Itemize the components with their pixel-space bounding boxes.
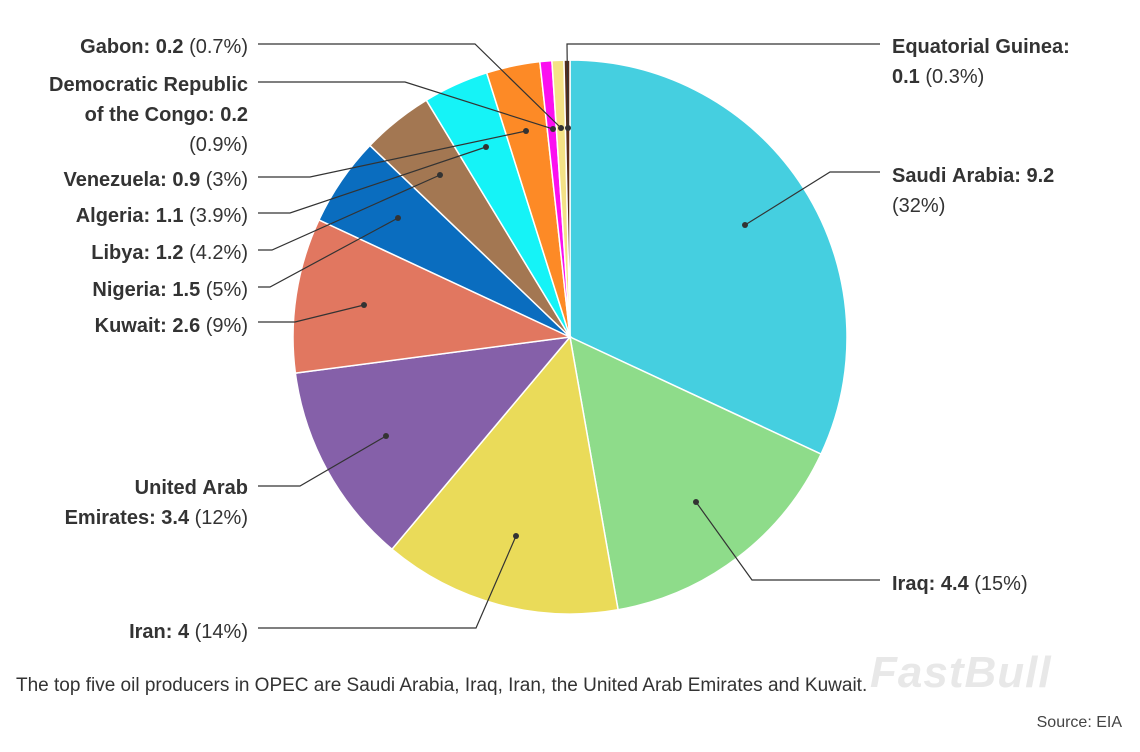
leader-line-nigeria bbox=[258, 217, 399, 288]
leader-line-united-arab-emirates bbox=[258, 435, 387, 487]
leader-dot-iran bbox=[513, 533, 519, 539]
slice-label-part: (0.7%) bbox=[184, 36, 248, 58]
slice-label-part: (3%) bbox=[200, 169, 248, 191]
slice-label-part: Nigeria: 1.5 bbox=[92, 279, 200, 301]
slice-label-part: Iran: 4 bbox=[129, 621, 190, 643]
leader-dot-nigeria bbox=[395, 215, 401, 221]
slice-label-united-arab-emirates: United Arab Emirates: 3.4 (12%) bbox=[65, 477, 248, 529]
leader-dot-saudi-arabia bbox=[742, 222, 748, 228]
leader-line-democratic-republic-of-the-congo bbox=[258, 81, 554, 130]
slice-label-part: Emirates: 3.4 bbox=[65, 507, 190, 529]
slice-label-libya: Libya: 1.2 (4.2%) bbox=[91, 242, 248, 264]
slice-label-part: Democratic Republic bbox=[49, 74, 248, 96]
slice-label-part: (15%) bbox=[969, 573, 1028, 595]
leader-line-kuwait bbox=[258, 304, 365, 323]
watermark-logo: FastBull bbox=[870, 648, 1052, 697]
leader-dot-iraq bbox=[693, 499, 699, 505]
slice-label-iran: Iran: 4 (14%) bbox=[129, 621, 248, 643]
leader-line-equatorial-guinea bbox=[566, 43, 880, 129]
leader-dot-democratic-republic-of-the-congo bbox=[550, 126, 556, 132]
slice-label-democratic-republic-of-the-congo: Democratic Republic of the Congo: 0.2 (0.9… bbox=[49, 74, 248, 156]
slice-label-kuwait: Kuwait: 2.6 (9%) bbox=[95, 315, 248, 337]
leader-dot-libya bbox=[437, 172, 443, 178]
leader-line-libya bbox=[258, 174, 441, 251]
slice-label-part: Iraq: 4.4 bbox=[892, 573, 970, 595]
slice-label-part: United Arab bbox=[135, 477, 248, 499]
pie-slice-iran bbox=[390, 335, 619, 615]
leader-line-venezuela bbox=[258, 130, 527, 178]
slice-label-part: of the Congo: 0.2 bbox=[85, 104, 248, 126]
source-note: Source: EIA bbox=[1036, 714, 1122, 731]
slice-label-part: Equatorial Guinea: bbox=[892, 36, 1070, 58]
slice-label-saudi-arabia: Saudi Arabia: 9.2 (32%) bbox=[892, 165, 1054, 217]
slice-label-venezuela: Venezuela: 0.9 (3%) bbox=[63, 169, 248, 191]
slice-label-part: Venezuela: 0.9 bbox=[63, 169, 200, 191]
slice-label-part: (4.2%) bbox=[184, 242, 248, 264]
leader-line-algeria bbox=[258, 146, 487, 214]
pie-slice-kuwait bbox=[292, 218, 573, 374]
slice-label-part: Algeria: 1.1 bbox=[76, 205, 184, 227]
slice-label-nigeria: Nigeria: 1.5 (5%) bbox=[92, 279, 248, 301]
slice-label-part: (3.9%) bbox=[184, 205, 248, 227]
slice-label-part: (32%) bbox=[892, 195, 945, 217]
leader-dot-equatorial-guinea bbox=[565, 125, 571, 131]
chart-caption: The top five oil producers in OPEC are S… bbox=[16, 675, 868, 696]
slice-label-gabon: Gabon: 0.2 (0.7%) bbox=[80, 36, 248, 58]
slice-label-part: Gabon: 0.2 bbox=[80, 36, 183, 58]
slice-label-equatorial-guinea: Equatorial Guinea: 0.1 (0.3%) bbox=[892, 36, 1070, 88]
pie-slice-iraq bbox=[569, 335, 823, 611]
leader-dot-united-arab-emirates bbox=[383, 433, 389, 439]
slice-label-part: Kuwait: 2.6 bbox=[95, 315, 201, 337]
leader-dot-gabon bbox=[558, 125, 564, 131]
leader-dot-kuwait bbox=[361, 302, 367, 308]
slice-label-part: (14%) bbox=[189, 621, 248, 643]
pie-chart: Saudi Arabia: 9.2 (32%)Iraq: 4.4 (15%)Ira… bbox=[49, 36, 1070, 643]
leader-line-iraq bbox=[695, 501, 880, 581]
leader-dot-algeria bbox=[483, 144, 489, 150]
slice-label-part: 0.1 bbox=[892, 66, 920, 88]
slice-label-part: (5%) bbox=[200, 279, 248, 301]
leader-line-iran bbox=[258, 535, 517, 629]
slice-label-iraq: Iraq: 4.4 (15%) bbox=[892, 573, 1028, 595]
slice-label-part: (12%) bbox=[189, 507, 248, 529]
leader-line-gabon bbox=[258, 43, 562, 129]
slice-label-part: (0.3%) bbox=[920, 66, 984, 88]
leader-dot-venezuela bbox=[523, 128, 529, 134]
slice-label-algeria: Algeria: 1.1 (3.9%) bbox=[76, 205, 248, 227]
slice-label-part: (0.9%) bbox=[189, 134, 248, 156]
slice-label-part: (9%) bbox=[200, 315, 248, 337]
slice-label-part: Libya: 1.2 bbox=[91, 242, 183, 264]
slice-label-part: Saudi Arabia: 9.2 bbox=[892, 165, 1054, 187]
leader-line-saudi-arabia bbox=[744, 171, 880, 226]
